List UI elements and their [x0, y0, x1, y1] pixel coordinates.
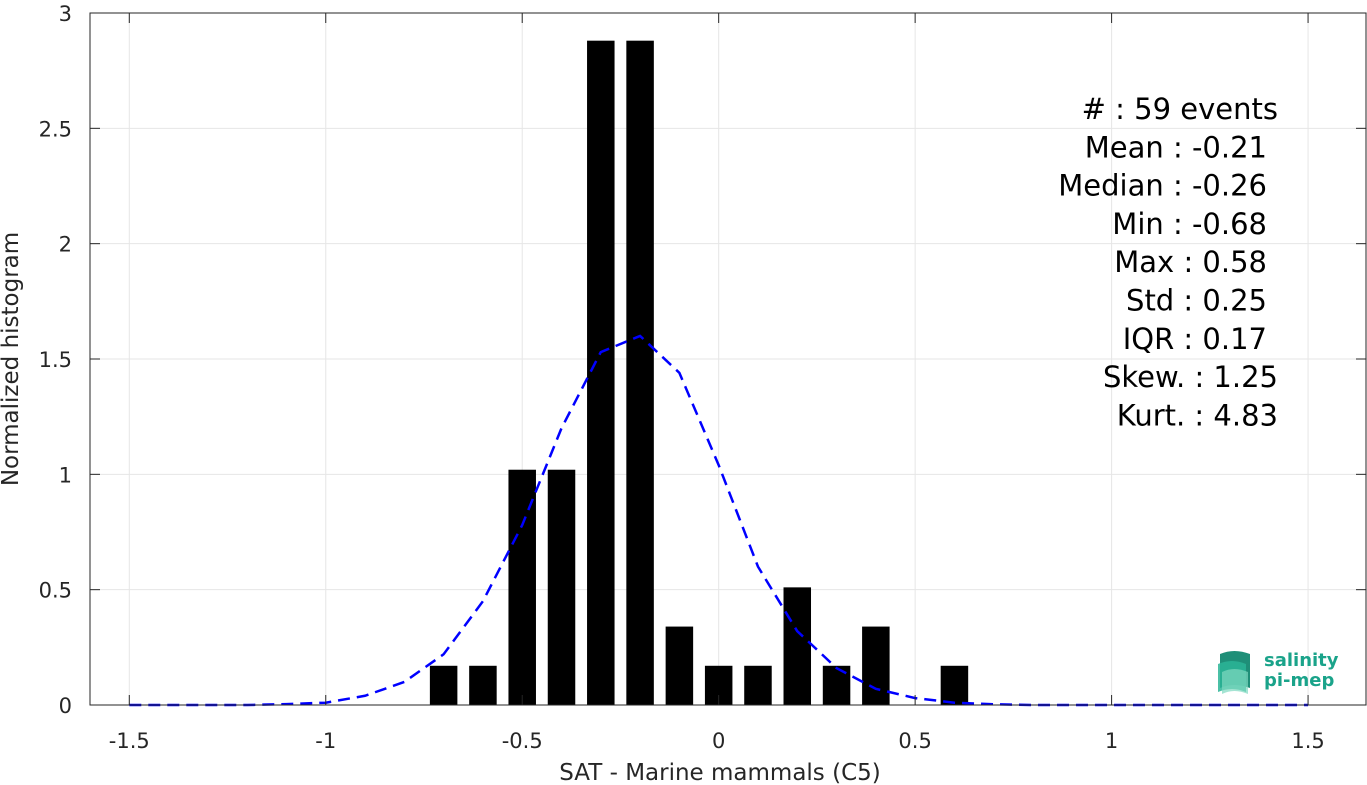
stat-line: Min : -0.68 [1112, 207, 1267, 241]
histogram-bar [862, 626, 890, 705]
y-axis-label: Normalized histogram [0, 232, 24, 486]
histogram-bar [822, 665, 851, 705]
axes [89, 12, 1367, 706]
stat-line: Median : -0.26 [1058, 169, 1267, 203]
x-tick-label: 1 [1105, 729, 1118, 753]
waves-icon [1218, 651, 1250, 694]
histogram-bar [469, 665, 497, 705]
x-tick-label: 1.5 [1291, 729, 1324, 753]
logo-line1: salinity [1264, 650, 1339, 671]
logo-line2: pi-mep [1264, 670, 1334, 691]
stat-line: Std : 0.25 [1126, 284, 1267, 318]
stat-line: Max : 0.58 [1114, 245, 1267, 279]
histogram-bar [940, 665, 969, 705]
stat-line: Mean : -0.21 [1085, 130, 1267, 164]
x-axis-label: SAT - Marine mammals (C5) [559, 760, 881, 785]
y-tick-label: 1 [59, 463, 72, 487]
histogram-bar [508, 469, 536, 705]
salinity-pi-mep-logo: salinity pi-mep [1218, 650, 1339, 694]
x-tick-label: 0 [712, 729, 725, 753]
y-tick-label: 3 [59, 2, 72, 26]
x-tick-label: -1 [315, 729, 336, 753]
histogram-bar [665, 626, 694, 705]
stats-box: # : 59 events Mean : -0.21 Median : -0.26 M… [1058, 92, 1278, 432]
stat-line: # : 59 events [1082, 92, 1278, 126]
stat-line: Kurt. : 4.83 [1117, 398, 1278, 432]
x-tick-labels: -1.5 -1 -0.5 0 0.5 1 1.5 [109, 729, 1325, 753]
histogram-bar [744, 665, 772, 705]
histogram-bar [547, 469, 576, 705]
bars [429, 40, 969, 706]
y-tick-label: 2.5 [39, 117, 72, 141]
histogram-bar [783, 587, 812, 705]
histogram-bar [587, 40, 615, 706]
stat-line: IQR : 0.17 [1123, 322, 1267, 356]
histogram-bar [429, 665, 458, 705]
x-tick-label: -0.5 [502, 729, 543, 753]
x-tick-label: 0.5 [898, 729, 931, 753]
y-tick-label: 0.5 [39, 579, 72, 603]
y-tick-label: 1.5 [39, 348, 72, 372]
y-tick-labels: 0 0.5 1 1.5 2 2.5 3 [39, 2, 72, 718]
y-tick-label: 0 [59, 694, 72, 718]
histogram-bar [626, 40, 654, 706]
y-tick-label: 2 [59, 233, 72, 257]
x-tick-label: -1.5 [109, 729, 150, 753]
stat-line: Skew. : 1.25 [1103, 360, 1278, 394]
